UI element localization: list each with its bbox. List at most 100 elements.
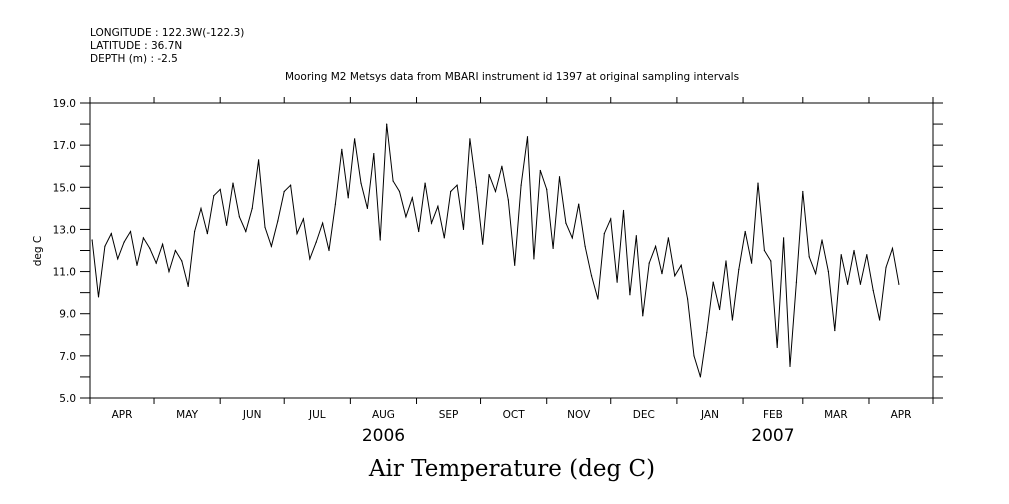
temperature-data-point xyxy=(302,218,305,220)
temperature-data-point xyxy=(456,184,458,186)
temperature-data-point xyxy=(514,264,516,266)
temperature-data-point xyxy=(168,270,170,273)
x-year-label: 2007 xyxy=(751,426,794,446)
temperature-data-point xyxy=(674,275,676,277)
temperature-data-point xyxy=(424,182,426,184)
temperature-data-point xyxy=(373,152,375,155)
temperature-data-point xyxy=(571,237,573,239)
temperature-data-point xyxy=(174,249,176,252)
temperature-data-point xyxy=(750,262,753,264)
temperature-data-point xyxy=(558,176,561,178)
temperature-data-point xyxy=(578,203,580,205)
temperature-data-point xyxy=(699,376,701,378)
temperature-data-point xyxy=(834,329,836,332)
temperature-data-point xyxy=(898,283,900,285)
x-axis-title: Air Temperature (deg C) xyxy=(368,456,655,482)
x-month-label: AUG xyxy=(372,409,395,421)
temperature-data-point xyxy=(866,254,868,256)
temperature-data-point xyxy=(686,298,689,300)
temperature-data-point xyxy=(405,216,407,218)
temperature-data-point xyxy=(245,230,247,233)
temperature-data-point xyxy=(296,233,298,235)
temperature-data-point xyxy=(270,245,273,247)
chart-title: Mooring M2 Metsys data from MBARI instru… xyxy=(285,71,739,83)
temperature-data-point xyxy=(225,224,228,226)
x-month-label: DEC xyxy=(633,409,655,421)
temperature-data-point xyxy=(539,169,541,172)
temperature-data-point xyxy=(187,285,189,287)
temperature-data-point xyxy=(251,207,253,209)
temperature-data-point xyxy=(482,243,484,245)
temperature-data-point xyxy=(546,188,548,190)
x-month-label: MAR xyxy=(824,409,848,421)
y-axis-label: deg C xyxy=(32,236,44,266)
temperature-data-point xyxy=(200,207,202,209)
temperature-data-point xyxy=(149,247,151,249)
temperature-data-point xyxy=(853,249,855,252)
temperature-series-line xyxy=(91,124,900,378)
temperature-data-point xyxy=(629,294,631,296)
temperature-data-point xyxy=(238,216,240,218)
y-tick-label: 7.0 xyxy=(59,351,76,363)
temperature-data-point xyxy=(847,283,849,285)
temperature-data-point xyxy=(654,245,657,247)
temperature-data-point xyxy=(635,235,637,237)
temperature-data-point xyxy=(379,239,381,241)
temperature-data-point xyxy=(680,264,682,266)
depth-label: DEPTH (m) : -2.5 xyxy=(90,53,178,65)
temperature-data-point xyxy=(879,319,881,321)
temperature-data-point xyxy=(783,237,785,239)
temperature-data-point xyxy=(206,233,208,235)
longitude-label: LONGITUDE : 122.3W(-122.3) xyxy=(90,27,244,39)
y-tick-label: 13.0 xyxy=(53,224,76,236)
temperature-data-point xyxy=(827,270,830,273)
temperature-data-point xyxy=(731,319,733,321)
temperature-data-point xyxy=(815,273,817,275)
temperature-data-point xyxy=(290,184,292,186)
temperature-data-point xyxy=(565,222,567,224)
temperature-data-point xyxy=(789,365,791,367)
temperature-data-point xyxy=(808,256,810,258)
x-year-label: 2006 xyxy=(362,426,405,446)
temperature-data-point xyxy=(526,136,529,138)
temperature-data-point xyxy=(584,245,586,247)
x-month-label: OCT xyxy=(503,409,526,421)
plot-frame xyxy=(89,102,934,399)
temperature-data-point xyxy=(366,207,369,209)
x-month-label: APR xyxy=(891,409,912,421)
temperature-data-point xyxy=(193,230,196,233)
x-month-label: SEP xyxy=(439,409,459,421)
y-tick-label: 15.0 xyxy=(53,182,76,194)
x-month-label: JAN xyxy=(700,409,719,421)
temperature-data-point xyxy=(104,245,106,247)
temperature-data-point xyxy=(181,260,183,262)
temperature-data-point xyxy=(161,243,164,245)
temperature-data-point xyxy=(552,247,554,249)
temperature-data-point xyxy=(334,203,337,205)
temperature-data-point xyxy=(795,281,798,283)
y-tick-label: 17.0 xyxy=(53,140,76,152)
temperature-data-point xyxy=(437,205,439,207)
temperature-data-point xyxy=(443,237,445,239)
temperature-data-point xyxy=(616,281,618,283)
x-month-label: MAY xyxy=(176,409,198,421)
temperature-data-point xyxy=(91,239,93,241)
temperature-data-point xyxy=(738,268,740,271)
temperature-data-point xyxy=(341,148,343,150)
y-tick-label: 9.0 xyxy=(59,309,76,321)
temperature-data-point xyxy=(648,262,650,264)
x-month-label: JUL xyxy=(308,409,326,421)
temperature-data-point xyxy=(462,228,465,231)
temperature-data-point xyxy=(859,283,862,285)
temperature-data-point xyxy=(213,195,215,197)
temperature-data-point xyxy=(392,180,394,182)
temperature-data-point xyxy=(661,273,663,275)
temperature-data-point xyxy=(309,258,311,260)
temperature-data-point xyxy=(488,174,490,176)
x-month-label: FEB xyxy=(763,409,783,421)
temperature-data-point xyxy=(411,197,413,199)
temperature-data-point xyxy=(398,190,401,193)
temperature-data-point xyxy=(97,296,100,298)
temperature-data-point xyxy=(430,222,433,224)
